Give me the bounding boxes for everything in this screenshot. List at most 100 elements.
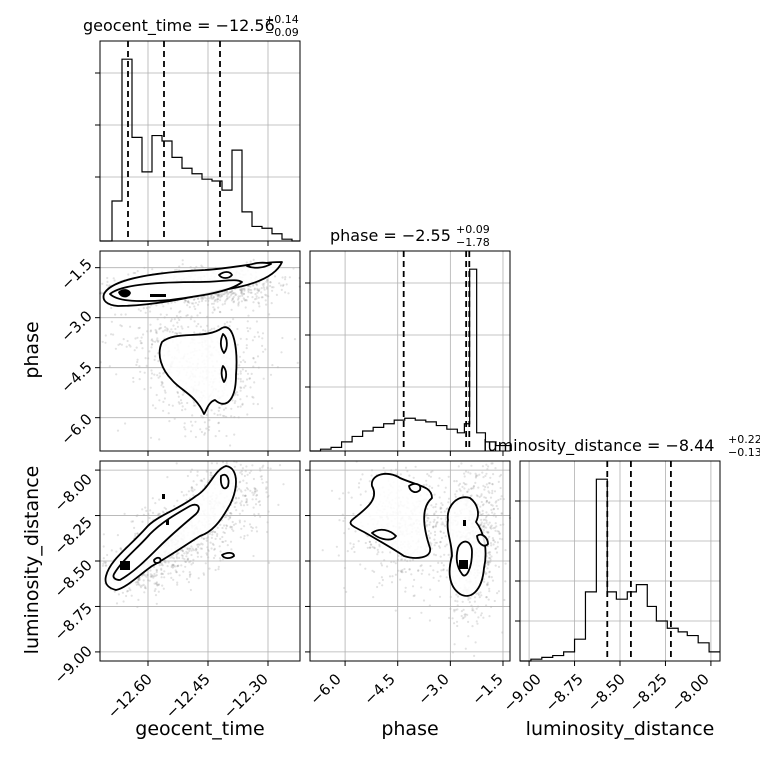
scatter-phase-vs-geocent-time-point bbox=[162, 372, 165, 375]
scatter-luminosity-distance-vs-geocent-time-point bbox=[178, 556, 181, 560]
scatter-luminosity-distance-vs-phase-point bbox=[483, 488, 486, 491]
scatter-luminosity-distance-vs-phase-point bbox=[431, 470, 434, 473]
scatter-luminosity-distance-vs-geocent-time-point bbox=[234, 522, 237, 525]
scatter-luminosity-distance-vs-phase-point bbox=[491, 462, 494, 465]
scatter-luminosity-distance-vs-geocent-time-point bbox=[231, 528, 234, 531]
scatter-phase-vs-geocent-time-point bbox=[217, 406, 221, 409]
scatter-luminosity-distance-vs-geocent-time-point bbox=[151, 574, 154, 577]
scatter-phase-vs-geocent-time-point bbox=[104, 341, 107, 344]
scatter-phase-vs-geocent-time-point bbox=[284, 276, 287, 279]
scatter-phase-vs-geocent-time-point bbox=[211, 297, 214, 300]
scatter-luminosity-distance-vs-phase-point bbox=[492, 527, 495, 530]
scatter-phase-vs-geocent-time-point bbox=[230, 292, 233, 296]
scatter-luminosity-distance-vs-phase-point bbox=[487, 598, 490, 601]
scatter-phase-vs-geocent-time-point bbox=[265, 303, 268, 306]
scatter-luminosity-distance-vs-geocent-time-point bbox=[245, 499, 248, 502]
scatter-phase-vs-geocent-time-point bbox=[178, 265, 181, 268]
scatter-phase-vs-geocent-time-point bbox=[194, 420, 197, 423]
scatter-luminosity-distance-vs-geocent-time-point bbox=[137, 598, 140, 602]
scatter-luminosity-distance-vs-geocent-time-point bbox=[240, 470, 243, 473]
scatter-luminosity-distance-vs-geocent-time-point bbox=[158, 512, 161, 516]
scatter-luminosity-distance-vs-phase-point bbox=[447, 501, 450, 504]
scatter-luminosity-distance-vs-phase-point bbox=[482, 529, 485, 532]
scatter-phase-vs-geocent-time-point bbox=[199, 325, 202, 328]
scatter-luminosity-distance-vs-phase-point bbox=[491, 483, 494, 486]
scatter-phase-vs-geocent-time-point bbox=[287, 292, 290, 295]
scatter-luminosity-distance-vs-phase-point bbox=[494, 515, 497, 518]
scatter-luminosity-distance-vs-phase-point bbox=[487, 552, 490, 555]
scatter-phase-vs-geocent-time-point bbox=[225, 298, 228, 301]
scatter-phase-vs-geocent-time-point bbox=[251, 339, 254, 342]
scatter-phase-vs-geocent-time-point bbox=[176, 391, 179, 395]
scatter-phase-vs-geocent-time-point bbox=[179, 310, 182, 313]
scatter-luminosity-distance-vs-geocent-time-point bbox=[161, 584, 164, 587]
scatter-luminosity-distance-vs-geocent-time-point bbox=[248, 523, 252, 526]
scatter-luminosity-distance-vs-phase-point bbox=[439, 507, 442, 510]
scatter-luminosity-distance-vs-phase-point bbox=[388, 575, 392, 578]
scatter-luminosity-distance-vs-geocent-time-point bbox=[153, 565, 156, 569]
scatter-phase-vs-geocent-time-point bbox=[214, 293, 217, 296]
scatter-luminosity-distance-vs-geocent-time-point bbox=[230, 548, 233, 551]
scatter-luminosity-distance-vs-geocent-time-point bbox=[155, 574, 158, 577]
scatter-luminosity-distance-vs-phase-point bbox=[371, 569, 374, 572]
scatter-luminosity-distance-vs-phase-point bbox=[455, 620, 459, 623]
scatter-phase-vs-geocent-time-point bbox=[193, 331, 196, 334]
scatter-phase-vs-geocent-time-point bbox=[216, 298, 219, 301]
scatter-luminosity-distance-vs-geocent-time-point bbox=[198, 543, 201, 546]
scatter-phase-vs-geocent-time-point bbox=[169, 307, 173, 310]
scatter-phase-vs-geocent-time-point bbox=[150, 377, 153, 380]
scatter-phase-vs-geocent-time-point bbox=[181, 259, 184, 262]
scatter-phase-vs-geocent-time-point bbox=[240, 289, 243, 293]
scatter-luminosity-distance-vs-geocent-time-point bbox=[160, 576, 163, 579]
scatter-phase-vs-geocent-time-point bbox=[239, 372, 242, 375]
scatter-phase-vs-geocent-time-point bbox=[158, 328, 161, 331]
scatter-luminosity-distance-vs-phase-point bbox=[427, 474, 431, 477]
scatter-luminosity-distance-vs-geocent-time-point bbox=[176, 564, 179, 568]
scatter-luminosity-distance-vs-phase-point bbox=[404, 570, 407, 574]
scatter-phase-vs-geocent-time-point bbox=[156, 337, 159, 340]
scatter-luminosity-distance-vs-phase-point bbox=[478, 495, 481, 499]
scatter-luminosity-distance-vs-geocent-time-point bbox=[195, 483, 198, 486]
scatter-luminosity-distance-vs-phase-point bbox=[474, 641, 477, 644]
scatter-phase-vs-geocent-time-point bbox=[210, 409, 213, 412]
scatter-phase-vs-geocent-time-point bbox=[265, 278, 269, 282]
scatter-luminosity-distance-vs-phase-point bbox=[491, 489, 494, 492]
scatter-luminosity-distance-vs-geocent-time-point bbox=[187, 551, 190, 554]
scatter-phase-vs-geocent-time-point bbox=[178, 318, 181, 322]
scatter-phase-vs-geocent-time-point bbox=[144, 311, 147, 314]
scatter-luminosity-distance-vs-phase-point bbox=[495, 525, 498, 528]
scatter-luminosity-distance-vs-phase-point bbox=[472, 484, 476, 488]
scatter-luminosity-distance-vs-phase-point bbox=[487, 561, 490, 564]
scatter-luminosity-distance-vs-phase-point bbox=[400, 558, 403, 561]
scatter-luminosity-distance-vs-geocent-time-point bbox=[153, 572, 156, 576]
scatter-luminosity-distance-vs-phase-point bbox=[453, 480, 456, 483]
scatter-luminosity-distance-vs-phase-point bbox=[439, 540, 442, 544]
scatter-luminosity-distance-vs-geocent-time-point bbox=[219, 537, 222, 541]
scatter-phase-vs-geocent-time-point bbox=[203, 421, 206, 424]
hist-geocent-time-step bbox=[100, 58, 300, 242]
scatter-luminosity-distance-vs-phase-point bbox=[495, 551, 499, 554]
scatter-luminosity-distance-vs-geocent-time-point bbox=[126, 590, 129, 593]
scatter-luminosity-distance-vs-phase-point bbox=[456, 604, 459, 607]
scatter-phase-vs-geocent-time-point bbox=[251, 395, 254, 398]
scatter-phase-vs-geocent-time-point bbox=[269, 281, 272, 284]
scatter-phase-vs-geocent-time-point bbox=[273, 275, 277, 278]
scatter-phase-vs-geocent-time-point bbox=[156, 318, 159, 321]
scatter-phase-vs-geocent-time-point bbox=[261, 337, 264, 340]
scatter-phase-vs-geocent-time-point bbox=[269, 284, 272, 288]
scatter-luminosity-distance-vs-phase-point bbox=[484, 518, 487, 521]
scatter-phase-vs-geocent-time-point bbox=[215, 298, 218, 301]
scatter-luminosity-distance-vs-geocent-time-point bbox=[254, 490, 257, 493]
scatter-phase-vs-geocent-time-point bbox=[240, 291, 243, 294]
scatter-luminosity-distance-vs-geocent-time-point bbox=[217, 565, 220, 569]
scatter-luminosity-distance-vs-phase-point bbox=[433, 518, 436, 522]
scatter-phase-vs-geocent-time-point bbox=[256, 403, 259, 406]
scatter-luminosity-distance-vs-geocent-time-point bbox=[244, 470, 247, 473]
scatter-luminosity-distance-vs-geocent-time-point bbox=[251, 498, 254, 501]
scatter-phase-vs-geocent-time-point bbox=[101, 282, 104, 285]
scatter-luminosity-distance-vs-geocent-time-point bbox=[243, 537, 246, 540]
scatter-luminosity-distance-vs-geocent-time-point bbox=[172, 578, 175, 581]
scatter-phase-vs-geocent-time-point bbox=[150, 369, 153, 372]
scatter-luminosity-distance-vs-geocent-time-point bbox=[189, 470, 192, 473]
scatter-luminosity-distance-vs-phase-point bbox=[492, 507, 496, 510]
